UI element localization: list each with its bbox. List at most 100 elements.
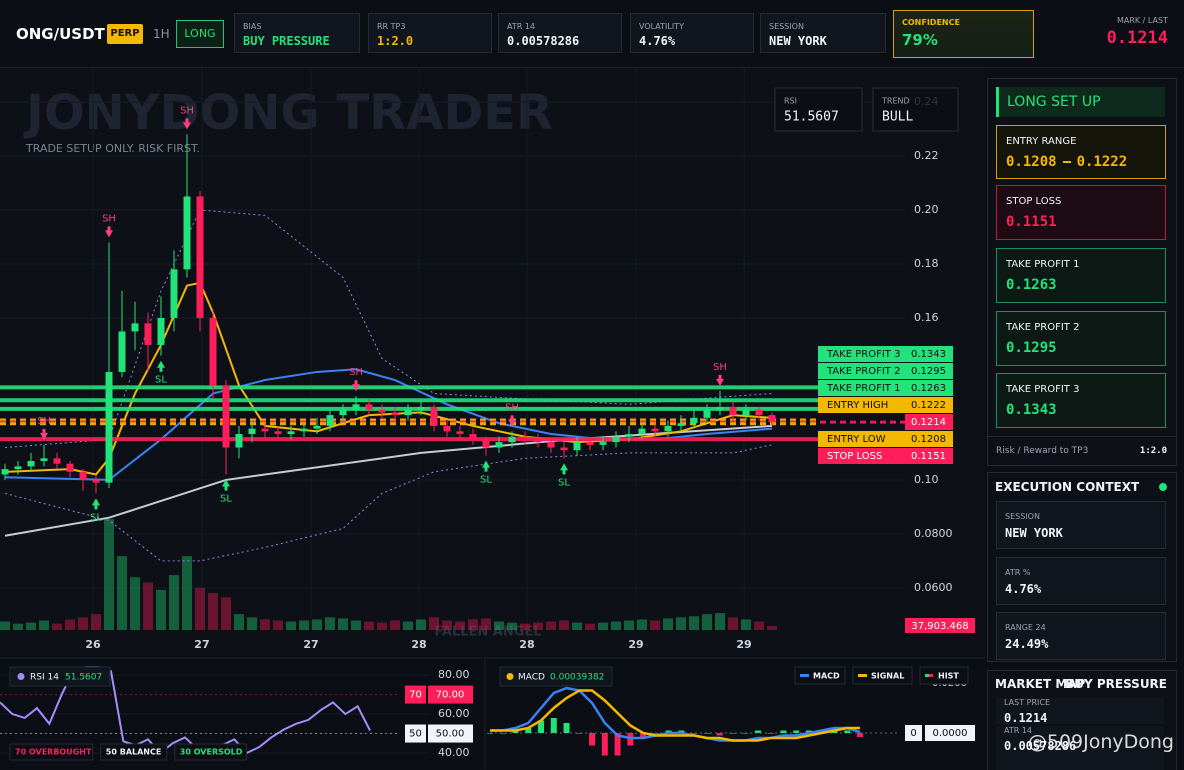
legend-box (919, 666, 969, 685)
volume-bar (624, 620, 635, 630)
candle-body (521, 436, 529, 440)
range-dash (1062, 161, 1071, 163)
stat-box: RR TP3 1:2.0 (368, 13, 492, 53)
item-value: 4.76% (1005, 582, 1042, 596)
candle-body (573, 442, 581, 451)
candle-body (495, 442, 503, 448)
level-value: 0.1208 (911, 434, 946, 445)
candle-body (365, 404, 373, 410)
volume-bar (91, 614, 102, 630)
x-tick-label: 27 (303, 638, 318, 651)
level-label: ENTRY LOW (827, 434, 886, 445)
macd-title: MACD (518, 673, 545, 683)
candle-body (625, 434, 633, 437)
level-label: ENTRY HIGH (827, 400, 888, 411)
volume-bar (676, 617, 687, 630)
overlay-box (872, 87, 959, 132)
item-label: ATR 14 (1004, 726, 1033, 735)
hist-bar (742, 733, 749, 734)
volume-bar (247, 617, 258, 630)
item-label: SESSION (1005, 512, 1040, 521)
candle-body (209, 317, 217, 386)
candle-body (534, 439, 542, 443)
candle-body (456, 431, 464, 435)
level-value: 0.1151 (911, 451, 946, 462)
level-value: 0.1222 (911, 400, 946, 411)
candle-body (768, 415, 776, 423)
candle-body (703, 409, 711, 418)
corner-watermark: @509JonyDong (1027, 731, 1174, 753)
top-bar: ONG/USDT PERP 1H LONG CONFIDENCE 79% MAR… (0, 0, 1184, 68)
stat-value: NEW YORK (769, 34, 827, 48)
level-label-box (818, 448, 953, 464)
volume-bar (663, 618, 674, 630)
volume-bar (234, 614, 245, 630)
candle-body (755, 409, 763, 416)
timeframe[interactable]: 1H (153, 27, 170, 41)
hist-bar (550, 718, 557, 733)
hist-bar (729, 733, 736, 734)
context-item: SESSION NEW YORK (996, 501, 1166, 549)
item-value: 24.49% (1005, 637, 1049, 651)
x-tick-label: 27 (194, 638, 209, 651)
tp-card: TAKE PROFIT 2 0.1295 (996, 311, 1166, 366)
marker-label: SL (558, 477, 570, 488)
legend-swatch (800, 674, 809, 677)
hist-bar (767, 733, 774, 734)
legend-box (100, 743, 168, 761)
level-tag: 70 (409, 690, 422, 701)
macd-line (490, 686, 861, 742)
y-tick-label: 40.00 (438, 746, 470, 759)
volume-bar (104, 519, 115, 630)
volume-bar (455, 621, 466, 630)
stat-label: RR TP3 (377, 22, 406, 31)
volume-label: 37,903.468 (911, 621, 968, 632)
candle-body (300, 428, 308, 432)
volume-bar (0, 621, 11, 630)
stat-label: VOLATILITY (639, 22, 684, 31)
mark-value: 0.1214 (1106, 28, 1168, 48)
volume-bar (520, 623, 531, 630)
legend-label: MACD (813, 672, 840, 681)
legend-label: 70 OVERBOUGHT (15, 748, 92, 757)
volume-bar (312, 619, 323, 630)
legend-box (852, 666, 913, 685)
card-value: 0.1343 (1006, 402, 1057, 418)
symbol: ONG/USDT (16, 25, 105, 43)
stat-box: BIAS BUY PRESSURE (234, 13, 360, 53)
candle-body (131, 323, 139, 332)
item-label: ATR % (1005, 568, 1031, 577)
last-price-box (905, 414, 953, 430)
marker-arrow (40, 428, 49, 440)
hist-bar (538, 720, 545, 733)
card-label: TAKE PROFIT 1 (1006, 259, 1080, 270)
marker-label: SL (220, 494, 232, 505)
volume-bar (533, 622, 544, 630)
macd-line (490, 689, 860, 742)
volume-bar (702, 614, 713, 630)
entry-label: ENTRY RANGE (1006, 136, 1077, 147)
marker-arrow (560, 463, 569, 475)
candle-body (352, 404, 360, 410)
candle-body (1, 469, 9, 475)
stat-box: ATR 14 0.00578286 (498, 13, 622, 53)
hist-bar (563, 723, 570, 733)
legend-label: SIGNAL (871, 672, 904, 681)
overlay-label: RSI (784, 97, 797, 106)
y-tick-label: 0.18 (914, 257, 939, 270)
volume-bar (689, 616, 700, 630)
volume-bar (637, 619, 648, 630)
hist-bar (576, 733, 583, 734)
context-item: ATR % 4.76% (996, 557, 1166, 605)
marker-label: SH (349, 367, 363, 378)
level-tag: 50 (409, 729, 422, 740)
overlay-value: 51.5607 (784, 110, 839, 125)
candle-body (339, 409, 347, 416)
hist-bar (691, 733, 698, 734)
y-tick-label: 0.10 (914, 473, 939, 486)
candle-body (118, 331, 126, 372)
legend-label: 30 OVERSOLD (180, 748, 243, 757)
card-value: 0.1151 (1006, 214, 1057, 230)
context-item: RANGE 24 24.49% (996, 612, 1166, 660)
